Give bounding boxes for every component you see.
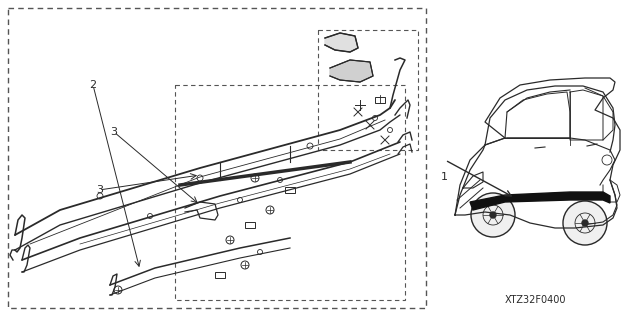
Bar bbox=[285, 187, 295, 193]
Text: 3: 3 bbox=[96, 185, 102, 195]
Circle shape bbox=[563, 201, 607, 245]
Bar bbox=[215, 272, 225, 278]
Circle shape bbox=[582, 220, 588, 226]
Bar bbox=[175, 85, 405, 300]
Circle shape bbox=[490, 212, 496, 218]
Polygon shape bbox=[330, 60, 373, 82]
Polygon shape bbox=[325, 33, 358, 52]
Bar bbox=[375, 97, 385, 103]
Bar bbox=[318, 30, 418, 150]
Bar bbox=[245, 222, 255, 228]
Bar bbox=[8, 8, 426, 308]
Text: 1: 1 bbox=[442, 172, 448, 182]
Circle shape bbox=[471, 193, 515, 237]
Text: 3: 3 bbox=[111, 127, 117, 137]
Text: XTZ32F0400: XTZ32F0400 bbox=[504, 295, 566, 305]
Text: 2: 2 bbox=[89, 79, 97, 90]
Polygon shape bbox=[470, 192, 610, 210]
